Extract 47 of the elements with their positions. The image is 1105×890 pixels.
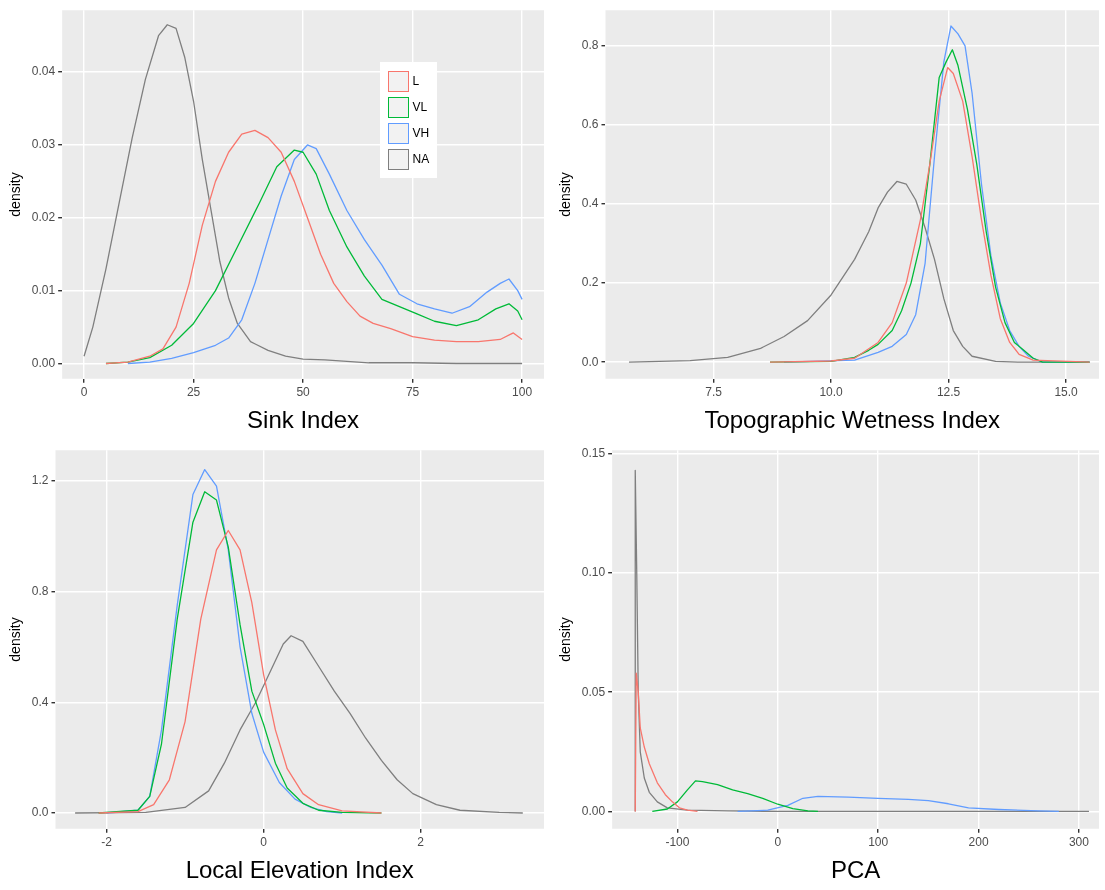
y-axis-title: density [7, 172, 24, 217]
legend-label: NA [412, 152, 430, 166]
legend-label: L [412, 74, 420, 88]
x-tick-label: -2 [101, 835, 113, 850]
x-tick-label: 75 [405, 385, 420, 400]
x-axis-title: Local Elevation Index [185, 856, 414, 884]
y-tick-label: 0.0 [581, 354, 599, 369]
x-tick-label: 0 [260, 835, 268, 850]
y-axis-title: density [557, 172, 574, 217]
y-tick-label: 0.05 [581, 684, 606, 699]
legend-label: VH [412, 126, 430, 140]
x-tick-label: 0 [774, 835, 782, 850]
x-tick-label: 10.0 [819, 385, 844, 400]
y-tick-label: 0.01 [31, 282, 56, 297]
x-tick-label: 200 [968, 835, 989, 850]
x-tick-label: 0 [80, 385, 88, 400]
y-axis-title: density [7, 617, 24, 662]
y-tick-label: 0.04 [31, 64, 56, 79]
y-tick-label: 0.8 [581, 38, 599, 53]
y-tick-label: 0.2 [581, 275, 599, 290]
x-tick-label: 100 [512, 385, 533, 400]
x-tick-label: 7.5 [705, 385, 723, 400]
legend-label: VL [412, 100, 428, 114]
y-tick-label: 0.02 [31, 210, 56, 225]
x-tick-label: 15.0 [1054, 385, 1079, 400]
y-tick-label: 0.4 [31, 694, 49, 709]
y-tick-label: 0.15 [581, 446, 606, 461]
y-tick-label: 0.0 [31, 805, 49, 820]
y-tick-label: 0.03 [31, 137, 56, 152]
x-tick-label: 50 [296, 385, 311, 400]
y-tick-label: 0.00 [31, 355, 56, 370]
y-tick-label: 0.00 [581, 803, 606, 818]
y-tick-label: 1.2 [31, 472, 49, 487]
y-tick-label: 0.4 [581, 196, 599, 211]
x-tick-label: 25 [186, 385, 201, 400]
y-tick-label: 0.10 [581, 565, 606, 580]
x-axis-title: Topographic Wetness Index [704, 406, 1001, 434]
x-tick-label: -100 [665, 835, 690, 850]
y-tick-label: 0.8 [31, 583, 49, 598]
y-tick-label: 0.6 [581, 117, 599, 132]
x-tick-label: 300 [1068, 835, 1090, 850]
x-tick-label: 100 [868, 835, 889, 850]
x-axis-title: PCA [830, 856, 881, 884]
x-axis-title: Sink Index [247, 406, 360, 434]
x-tick-label: 2 [417, 835, 425, 850]
y-axis-title: density [557, 617, 574, 662]
x-tick-label: 12.5 [936, 385, 961, 400]
